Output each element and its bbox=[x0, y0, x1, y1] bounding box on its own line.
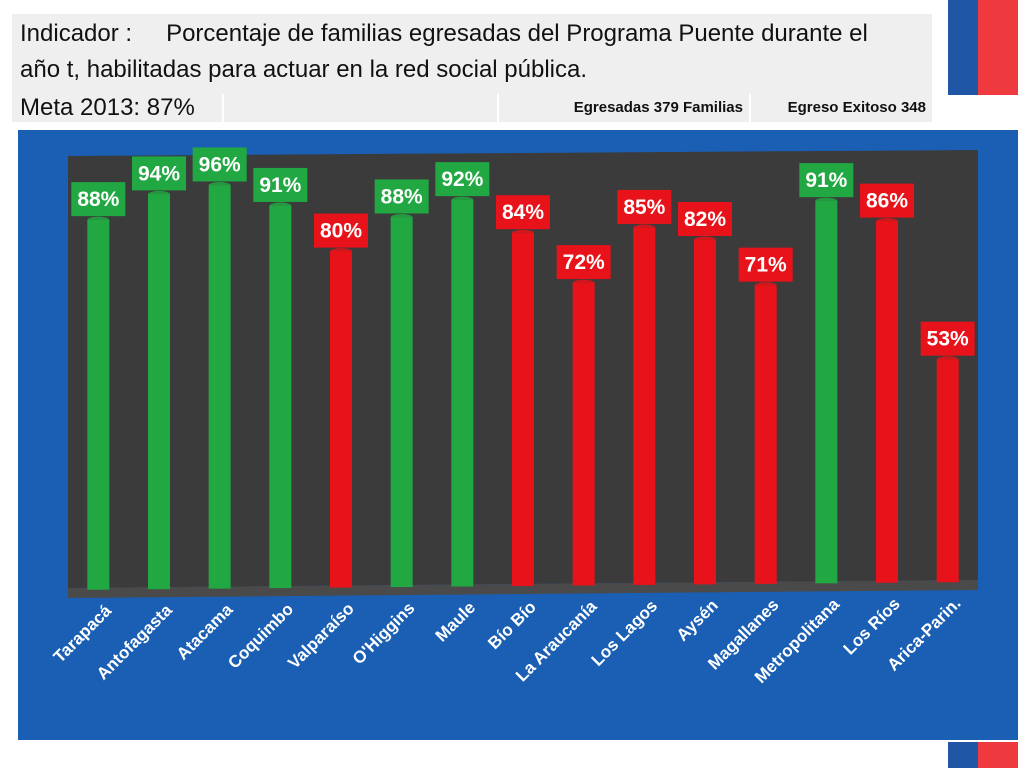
data-label-4: 80% bbox=[320, 220, 362, 243]
indicator-label: Indicador : bbox=[20, 20, 133, 47]
bar-cap-10 bbox=[694, 236, 716, 244]
data-label-box-6 bbox=[435, 162, 490, 197]
bar-5 bbox=[390, 217, 413, 588]
bar-cap-4 bbox=[330, 248, 352, 256]
egreso-exitoso-count: Egreso Exitoso 348 bbox=[751, 94, 932, 122]
bar-cap-7 bbox=[512, 229, 534, 237]
bar-9 bbox=[633, 227, 656, 585]
data-label-2: 96% bbox=[199, 153, 241, 176]
brand-block-top-red bbox=[978, 0, 1018, 95]
data-label-box-2 bbox=[192, 147, 247, 182]
data-label-box-0 bbox=[71, 182, 126, 217]
bar-cap-6 bbox=[451, 196, 474, 204]
bar-cap-2 bbox=[208, 181, 231, 189]
category-label-4: Valparaíso bbox=[284, 599, 358, 673]
indicator-header: Indicador : Porcentaje de familias egresa… bbox=[12, 14, 932, 122]
category-label-5: O'Higgins bbox=[349, 598, 419, 668]
data-label-14: 53% bbox=[927, 328, 969, 351]
indicator-text-line2: año t, habilitadas para actuar en la red… bbox=[20, 56, 588, 83]
data-label-3: 91% bbox=[259, 174, 301, 197]
data-label-7: 84% bbox=[502, 201, 544, 224]
bar-12 bbox=[815, 201, 838, 584]
bar-0 bbox=[87, 220, 110, 590]
category-label-2: Atacama bbox=[173, 600, 237, 664]
data-label-0: 88% bbox=[77, 188, 119, 211]
bar-chart: 88%Tarapacá94%Antofagasta96%Atacama91%Co… bbox=[50, 147, 978, 687]
data-label-box-3 bbox=[253, 167, 308, 202]
data-label-box-7 bbox=[496, 195, 550, 230]
bar-7 bbox=[512, 233, 534, 586]
data-label-10: 82% bbox=[684, 208, 726, 231]
data-label-6: 92% bbox=[441, 168, 483, 191]
indicator-box: Indicador : Porcentaje de familias egresa… bbox=[12, 14, 932, 94]
brand-block-top-blue bbox=[948, 0, 978, 95]
data-label-box-12 bbox=[799, 163, 854, 198]
bar-cap-9 bbox=[633, 224, 656, 232]
data-label-box-10 bbox=[678, 202, 732, 236]
bar-6 bbox=[451, 200, 474, 587]
brand-block-bottom-red bbox=[978, 742, 1018, 768]
indicator-text-line1: Porcentaje de familias egresadas del Pro… bbox=[166, 20, 868, 47]
indicator-line-1: Indicador : Porcentaje de familias egresa… bbox=[20, 20, 868, 48]
egresadas-count: Egresadas 379 Familias bbox=[499, 94, 749, 122]
data-label-12: 91% bbox=[805, 169, 847, 192]
bar-cap-12 bbox=[815, 197, 838, 205]
bar-14 bbox=[936, 359, 959, 583]
meta-row: Meta 2013: 87% Egresadas 379 Familias Eg… bbox=[12, 94, 932, 122]
data-label-13: 86% bbox=[866, 190, 908, 213]
bar-2 bbox=[208, 185, 231, 589]
category-label-7: Bío Bío bbox=[484, 597, 540, 653]
bar-cap-8 bbox=[572, 279, 595, 287]
bar-cap-3 bbox=[269, 202, 292, 210]
bar-cap-0 bbox=[87, 216, 110, 224]
data-label-box-9 bbox=[617, 189, 672, 224]
data-label-11: 71% bbox=[745, 254, 787, 277]
data-label-5: 88% bbox=[381, 185, 423, 208]
bar-cap-11 bbox=[754, 282, 777, 290]
bar-3 bbox=[269, 205, 292, 589]
bar-cap-1 bbox=[148, 190, 170, 198]
data-label-8: 72% bbox=[563, 251, 605, 274]
chart-panel: 88% Tarapacá 94% Antofagasta 96% Atacama 91% Co… bbox=[18, 130, 1018, 740]
data-label-box-4 bbox=[314, 213, 368, 248]
plot-floor bbox=[68, 580, 978, 598]
bar-cap-14 bbox=[936, 356, 959, 364]
bar-13 bbox=[876, 221, 898, 583]
bar-1 bbox=[148, 194, 170, 590]
bar-10 bbox=[694, 240, 716, 585]
data-label-box-14 bbox=[920, 321, 975, 356]
bar-cap-5 bbox=[390, 213, 413, 221]
meta-goal: Meta 2013: 87% bbox=[12, 94, 222, 122]
category-label-10: Aysén bbox=[673, 596, 722, 645]
data-label-box-13 bbox=[860, 183, 914, 218]
category-label-13: Los Ríos bbox=[840, 594, 904, 658]
brand-block-bottom-blue bbox=[948, 742, 978, 768]
data-label-box-8 bbox=[556, 245, 611, 280]
meta-blank-cell bbox=[224, 94, 497, 122]
bar-11 bbox=[754, 285, 777, 584]
category-label-9: Los Lagos bbox=[588, 596, 662, 670]
category-label-6: Maule bbox=[432, 598, 480, 646]
data-label-1: 94% bbox=[138, 162, 180, 185]
data-label-9: 85% bbox=[623, 196, 665, 219]
bar-cap-13 bbox=[876, 218, 898, 226]
bar-4 bbox=[330, 251, 352, 588]
data-label-box-5 bbox=[374, 179, 429, 214]
bar-8 bbox=[572, 283, 595, 586]
data-label-box-1 bbox=[132, 156, 186, 191]
data-label-box-11 bbox=[738, 247, 793, 282]
